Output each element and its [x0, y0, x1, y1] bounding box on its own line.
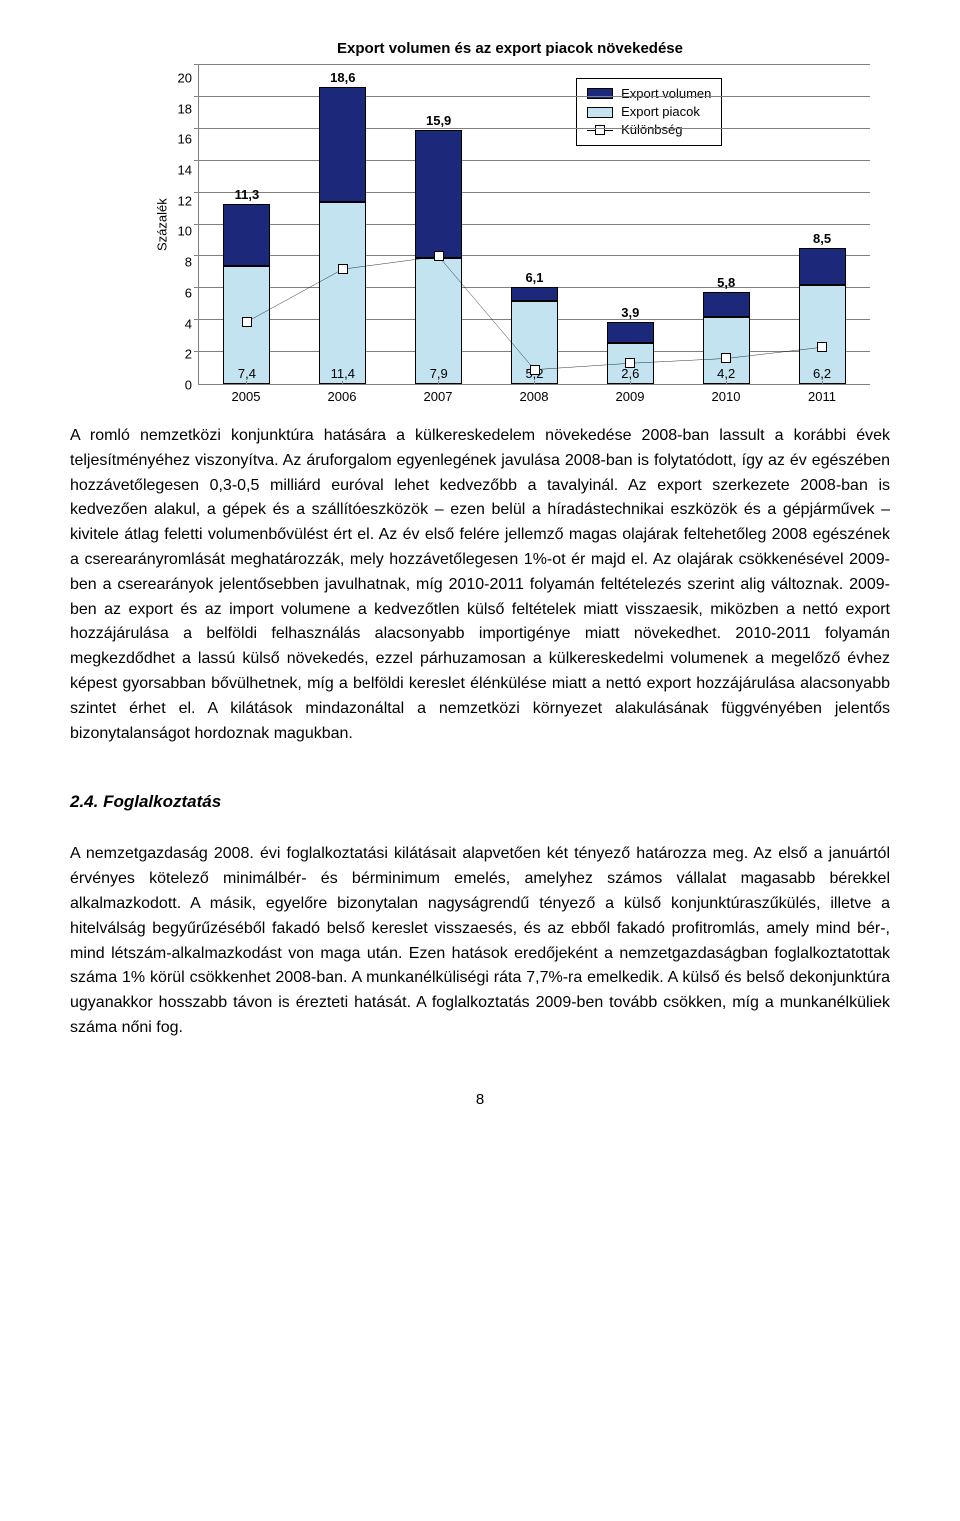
bar-seg-volumen: [607, 322, 654, 343]
bar-group: 6,28,5: [799, 248, 846, 384]
bar-group: 4,25,8: [703, 292, 750, 385]
chart-x-ticks: 2005200620072008200920102011: [198, 385, 870, 404]
x-tick-label: 2007: [390, 385, 486, 404]
y-tick-label: 2: [185, 348, 192, 361]
bar-label-volumen: 11,3: [235, 187, 260, 202]
diff-marker: [434, 251, 444, 261]
chart-plot-area: Export volumen Export piacok Különbség 7…: [198, 65, 870, 385]
legend-label-volumen: Export volumen: [621, 85, 711, 103]
bar-seg-piacok: 11,4: [319, 202, 366, 384]
diff-marker: [242, 317, 252, 327]
diff-marker: [530, 365, 540, 375]
y-tick-label: 8: [185, 256, 192, 269]
bar-seg-volumen: [415, 130, 462, 258]
bar-seg-volumen: [703, 292, 750, 318]
bar-label-piacok: 11,4: [331, 366, 355, 381]
diff-marker: [721, 353, 731, 363]
bar-label-piacok: 7,9: [430, 366, 448, 381]
bar-group: 11,418,6: [319, 87, 366, 384]
bar-seg-volumen: [511, 287, 558, 301]
gridline: [199, 160, 870, 161]
bar-label-piacok: 6,2: [813, 366, 831, 381]
bar-label-volumen: 6,1: [525, 270, 543, 285]
bar-label-piacok: 4,2: [717, 366, 735, 381]
legend-item-piacok: Export piacok: [587, 103, 711, 121]
gridline: [199, 64, 870, 65]
bar-label-volumen: 5,8: [717, 275, 735, 290]
bar-label-volumen: 3,9: [621, 305, 639, 320]
export-chart: Export volumen és az export piacok növek…: [150, 40, 870, 404]
chart-y-axis-label: Százalék: [150, 65, 170, 385]
gridline: [199, 224, 870, 225]
bar-label-volumen: 18,6: [330, 70, 355, 85]
x-tick-label: 2010: [678, 385, 774, 404]
y-tick-label: 16: [178, 133, 192, 146]
diff-marker: [338, 264, 348, 274]
legend-label-diff: Különbség: [621, 121, 682, 139]
legend-swatch-volumen: [587, 88, 613, 99]
section-heading: 2.4. Foglalkoztatás: [70, 792, 890, 812]
legend-label-piacok: Export piacok: [621, 103, 700, 121]
bar-seg-piacok: 6,2: [799, 285, 846, 384]
gridline: [199, 255, 870, 256]
bar-group: 2,63,9: [607, 322, 654, 384]
bar-label-volumen: 8,5: [813, 231, 831, 246]
bar-seg-volumen: [319, 87, 366, 202]
gridline: [199, 96, 870, 97]
x-tick-label: 2009: [582, 385, 678, 404]
paragraph-1: A romló nemzetközi konjunktúra hatására …: [70, 424, 890, 746]
legend-swatch-piacok: [587, 107, 613, 118]
legend-item-volumen: Export volumen: [587, 85, 711, 103]
gridline: [199, 128, 870, 129]
x-tick-label: 2005: [198, 385, 294, 404]
bar-label-piacok: 7,4: [238, 366, 256, 381]
chart-y-ticks: 20181614121086420: [170, 65, 198, 385]
x-tick-label: 2008: [486, 385, 582, 404]
y-tick-label: 6: [185, 286, 192, 299]
bar-seg-piacok: 4,2: [703, 317, 750, 384]
y-tick-label: 18: [178, 102, 192, 115]
legend-item-diff: Különbség: [587, 121, 711, 139]
y-tick-label: 14: [178, 164, 192, 177]
bar-seg-piacok: 7,9: [415, 258, 462, 384]
x-tick-label: 2011: [774, 385, 870, 404]
bar-seg-volumen: [223, 204, 270, 266]
paragraph-2: A nemzetgazdaság 2008. évi foglalkoztatá…: [70, 842, 890, 1040]
y-tick-label: 4: [185, 317, 192, 330]
y-tick-label: 20: [178, 72, 192, 85]
chart-legend: Export volumen Export piacok Különbség: [576, 78, 722, 147]
page-number: 8: [70, 1091, 890, 1108]
bar-label-volumen: 15,9: [426, 113, 451, 128]
y-tick-label: 10: [178, 225, 192, 238]
legend-swatch-diff: [587, 125, 613, 135]
bar-seg-volumen: [799, 248, 846, 285]
y-tick-label: 12: [178, 194, 192, 207]
diff-marker: [817, 342, 827, 352]
gridline: [199, 192, 870, 193]
chart-title: Export volumen és az export piacok növek…: [150, 40, 870, 57]
y-tick-label: 0: [185, 378, 192, 391]
diff-marker: [625, 358, 635, 368]
x-tick-label: 2006: [294, 385, 390, 404]
bar-group: 7,411,3: [223, 204, 270, 384]
